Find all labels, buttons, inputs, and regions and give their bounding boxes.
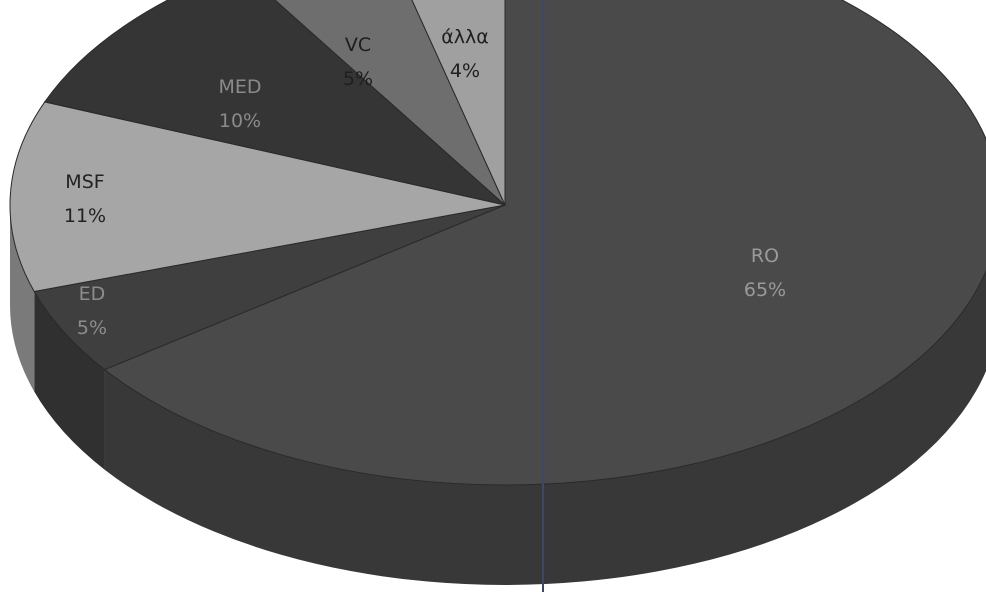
pie-labels: RO 65% ED 5% MSF 11% MED 10% VC 5% άλλα 4%: [64, 26, 786, 339]
pie-slice-med: [43, 0, 507, 206]
pie-slice-msf: [9, 101, 506, 293]
slice-label-other: άλλα: [441, 26, 489, 48]
slice-label-med: MED: [218, 76, 261, 98]
slice-value-ro: 65%: [744, 279, 786, 301]
pie-slice-ro: [103, 0, 986, 486]
slice-value-msf: 11%: [64, 205, 106, 227]
slice-value-med: 10%: [219, 110, 261, 132]
pie-sides: [10, 205, 986, 585]
pie-side-ro: [104, 270, 986, 585]
pie-tops: [9, 0, 986, 592]
slice-value-ed: 5%: [77, 317, 107, 339]
pie-side-ed: [34, 291, 105, 470]
slice-label-ed: ED: [79, 283, 106, 305]
slice-label-vc: VC: [345, 34, 371, 56]
pie-side-msf: [10, 205, 35, 392]
slice-label-msf: MSF: [65, 171, 104, 193]
slice-value-other: 4%: [450, 60, 480, 82]
pie-slice-ed: [33, 204, 506, 371]
slice-label-ro: RO: [751, 245, 779, 267]
pie-slice-vc: [274, 0, 506, 206]
pie-slice-other: [411, 0, 506, 206]
slice-value-vc: 5%: [343, 68, 373, 90]
